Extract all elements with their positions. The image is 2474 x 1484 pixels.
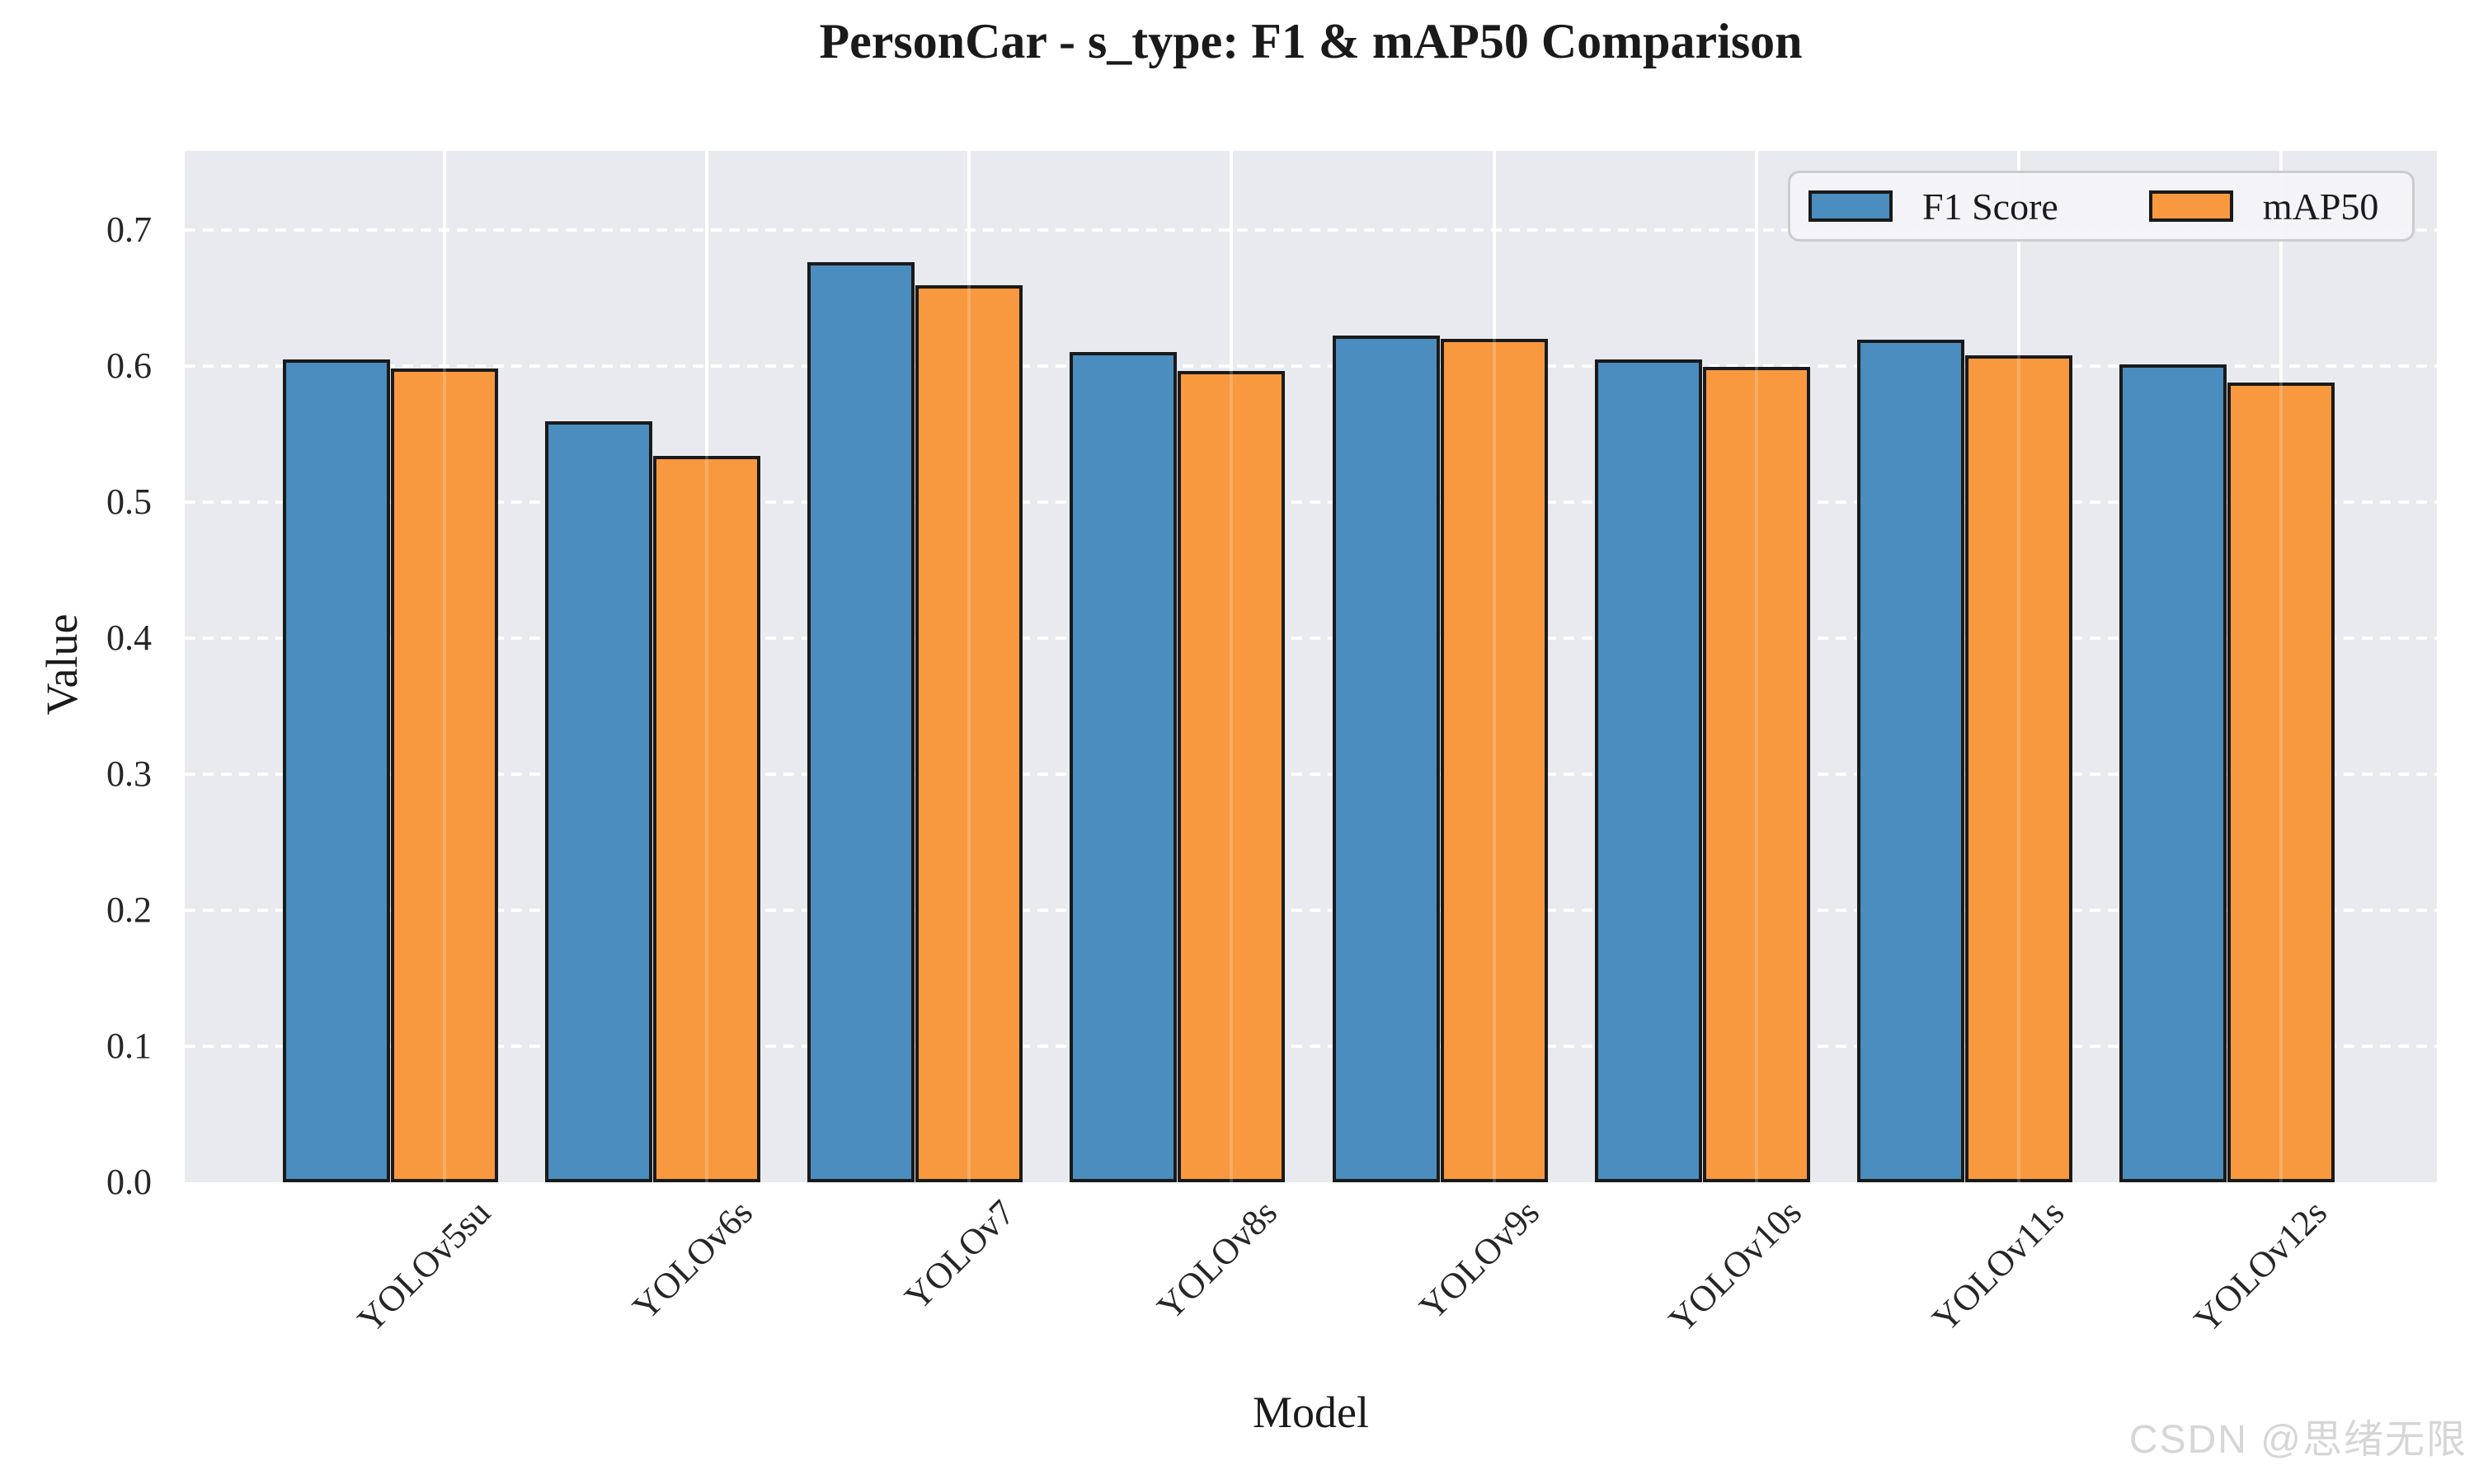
v-gridline-overlay xyxy=(1230,151,1234,1182)
h-gridline xyxy=(185,772,2437,776)
x-tick-label-yolov11s: YOLOv11s xyxy=(1924,1192,2072,1340)
legend-swatch-f1-icon xyxy=(1808,190,1893,222)
v-gridline-overlay xyxy=(705,151,709,1182)
y-tick-label: 0.2 xyxy=(106,889,152,930)
v-gridline-overlay xyxy=(2016,151,2020,1182)
bar-f1-score-yolov5su xyxy=(283,359,390,1182)
legend: F1 Score mAP50 xyxy=(1788,171,2415,242)
y-tick-label: 0.6 xyxy=(106,345,152,386)
bar-f1-score-yolov8s xyxy=(1070,352,1178,1182)
y-tick-label: 0.1 xyxy=(106,1025,152,1066)
y-axis-label: Value xyxy=(37,613,87,716)
x-tick-label-yolov12s: YOLOv12s xyxy=(2185,1192,2335,1341)
y-tick-label: 0.0 xyxy=(106,1162,152,1202)
y-tick-label: 0.3 xyxy=(106,753,152,794)
x-tick-label-yolov5su: YOLOv5su xyxy=(349,1192,498,1341)
h-gridline xyxy=(185,364,2437,368)
bar-map50-yolov10s xyxy=(1702,367,1810,1182)
x-tick-label-yolov10s: YOLOv10s xyxy=(1661,1192,1810,1341)
y-tick-label: 0.7 xyxy=(106,209,152,250)
bar-f1-score-yolov7 xyxy=(807,262,915,1182)
v-gridline-overlay xyxy=(1754,151,1758,1182)
bar-f1-score-yolov6s xyxy=(545,421,653,1182)
x-tick-label-yolov7: YOLOv7 xyxy=(896,1192,1023,1318)
bar-f1-score-yolov12s xyxy=(2119,364,2227,1182)
h-gridline xyxy=(185,228,2437,232)
x-axis-label: Model xyxy=(1253,1388,1369,1437)
v-gridline-overlay xyxy=(443,151,446,1182)
bar-map50-yolov8s xyxy=(1178,371,1286,1182)
v-gridline-overlay xyxy=(967,151,971,1182)
h-gridline xyxy=(185,636,2437,640)
x-tick-label-yolov8s: YOLOv8s xyxy=(1149,1192,1286,1328)
h-gridline xyxy=(185,908,2437,912)
bar-f1-score-yolov10s xyxy=(1594,359,1702,1182)
bar-f1-score-yolov9s xyxy=(1332,336,1440,1182)
x-tick-label-yolov9s: YOLOv9s xyxy=(1411,1192,1548,1328)
chart-title: PersonCar - s_type: F1 & mAP50 Compariso… xyxy=(819,14,1803,68)
y-tick-label: 0.4 xyxy=(106,617,152,658)
v-gridline-overlay xyxy=(1492,151,1496,1182)
legend-label-f1: F1 Score xyxy=(1922,185,2058,228)
plot-area xyxy=(185,151,2437,1182)
bar-map50-yolov5su xyxy=(391,369,498,1182)
legend-label-map50: mAP50 xyxy=(2262,185,2379,228)
bar-map50-yolov9s xyxy=(1440,338,1548,1182)
bar-map50-yolov11s xyxy=(1964,355,2072,1182)
bar-map50-yolov7 xyxy=(915,285,1023,1182)
x-tick-label-yolov6s: YOLOv6s xyxy=(624,1192,760,1328)
v-gridline-overlay xyxy=(2279,151,2283,1182)
y-tick-label: 0.5 xyxy=(106,481,152,522)
bar-map50-yolov12s xyxy=(2227,382,2335,1182)
legend-swatch-map50-icon xyxy=(2148,190,2233,222)
bar-f1-score-yolov11s xyxy=(1856,340,1964,1182)
h-gridline xyxy=(185,1044,2437,1048)
bar-map50-yolov6s xyxy=(653,455,761,1182)
watermark: CSDN @思绪无限 xyxy=(2128,1418,2467,1462)
h-gridline xyxy=(185,500,2437,504)
